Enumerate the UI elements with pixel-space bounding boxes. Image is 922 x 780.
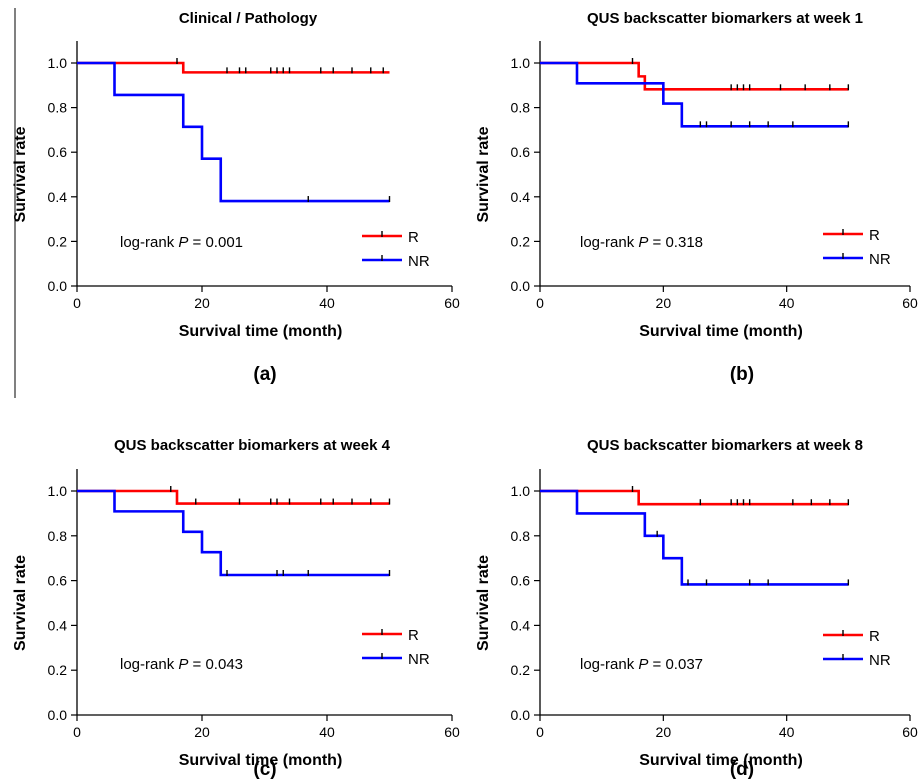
series-line-nr (77, 489, 390, 577)
km-panel-4: QUS backscatter biomarkers at week 8 0.0 0… (475, 437, 918, 780)
series-line-r (540, 489, 849, 506)
y-tick-label: 0.2 (48, 662, 68, 678)
legend-label-nr: NR (869, 652, 891, 669)
legend-label-r: R (408, 627, 419, 644)
x-tick-label: 20 (194, 724, 210, 740)
panel-label: (b) (730, 364, 754, 385)
y-tick-label: 1.0 (48, 483, 68, 499)
log-rank-annotation: log-rank P = 0.001 (120, 234, 243, 251)
x-tick-label: 20 (656, 724, 672, 740)
y-tick-label: 0.6 (511, 144, 531, 160)
y-tick-label: 0.0 (48, 707, 68, 723)
x-axis-label: Survival time (month) (179, 323, 343, 340)
km-panel-1: Clinical / Pathology 0.0 0.2 0.4 0.6 0.8 1.0 0 2… (12, 10, 460, 385)
panel-label: (d) (730, 759, 754, 780)
series-line-r (540, 61, 849, 91)
x-tick-label: 40 (319, 724, 335, 740)
x-tick-label: 60 (444, 724, 460, 740)
legend-label-nr: NR (408, 651, 430, 668)
panel-label: (a) (253, 364, 276, 385)
y-tick-label: 1.0 (511, 483, 531, 499)
y-tick-label: 1.0 (48, 55, 68, 71)
panel-title: QUS backscatter biomarkers at week 1 (587, 10, 863, 27)
y-tick-label: 0.8 (48, 100, 68, 116)
y-tick-label: 0.0 (48, 278, 68, 294)
panel-title: QUS backscatter biomarkers at week 8 (587, 437, 863, 454)
y-tick-label: 0.4 (48, 617, 68, 633)
panel-title: QUS backscatter biomarkers at week 4 (114, 437, 391, 454)
x-tick-label: 20 (194, 295, 210, 311)
series-line-nr (77, 61, 390, 203)
x-tick-label: 60 (902, 295, 918, 311)
series-line-r (77, 61, 390, 74)
panel-label: (c) (253, 759, 276, 780)
y-tick-label: 0.4 (511, 617, 531, 633)
legend-label-nr: NR (408, 253, 430, 270)
log-rank-annotation: log-rank P = 0.043 (120, 656, 243, 673)
km-panel-3: QUS backscatter biomarkers at week 4 0.0 0… (12, 437, 460, 780)
y-tick-label: 0.8 (48, 528, 68, 544)
y-axis-label: Survival rate (12, 555, 29, 651)
y-tick-label: 0.2 (511, 662, 531, 678)
x-axis-label: Survival time (month) (639, 752, 803, 769)
km-panel-2: QUS backscatter biomarkers at week 1 0.0 0… (475, 10, 918, 385)
x-tick-label: 60 (902, 724, 918, 740)
panel-title: Clinical / Pathology (179, 10, 318, 27)
x-tick-label: 60 (444, 295, 460, 311)
y-tick-label: 0.6 (48, 144, 68, 160)
x-tick-label: 40 (779, 724, 795, 740)
x-tick-label: 0 (73, 295, 81, 311)
legend-label-r: R (408, 229, 419, 246)
y-tick-label: 0.0 (511, 278, 531, 294)
x-tick-label: 20 (656, 295, 672, 311)
y-tick-label: 0.8 (511, 528, 531, 544)
x-tick-label: 0 (536, 724, 544, 740)
y-tick-label: 0.2 (511, 233, 531, 249)
x-tick-label: 40 (779, 295, 795, 311)
x-tick-label: 0 (73, 724, 81, 740)
log-rank-annotation: log-rank P = 0.318 (580, 234, 703, 251)
x-tick-label: 40 (319, 295, 335, 311)
legend-label-nr: NR (869, 251, 891, 268)
x-axis-label: Survival time (month) (639, 323, 803, 340)
y-tick-label: 1.0 (511, 55, 531, 71)
y-axis-label: Survival rate (475, 126, 492, 222)
y-tick-label: 0.8 (511, 100, 531, 116)
legend-label-r: R (869, 628, 880, 645)
legend-label-r: R (869, 227, 880, 244)
log-rank-annotation: log-rank P = 0.037 (580, 656, 703, 673)
x-axis-label: Survival time (month) (179, 752, 343, 769)
y-tick-label: 0.2 (48, 233, 68, 249)
y-tick-label: 0.6 (511, 573, 531, 589)
x-tick-label: 0 (536, 295, 544, 311)
y-tick-label: 0.0 (511, 707, 531, 723)
y-tick-label: 0.6 (48, 573, 68, 589)
series-line-nr (540, 489, 849, 586)
y-axis-label: Survival rate (12, 126, 29, 222)
series-line-r (77, 489, 390, 505)
series-line-nr (540, 61, 849, 128)
y-tick-label: 0.4 (511, 189, 531, 205)
y-axis-label: Survival rate (475, 555, 492, 651)
y-tick-label: 0.4 (48, 189, 68, 205)
